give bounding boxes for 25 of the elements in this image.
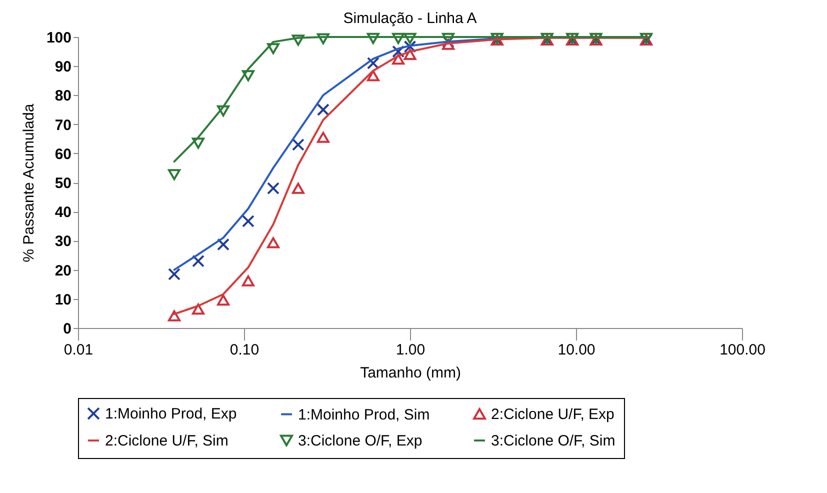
y-tick-label: 50 — [54, 175, 72, 192]
legend-label: 2:Ciclone U/F, Sim — [105, 432, 228, 450]
y-tick-label: 80 — [54, 88, 72, 105]
y-tick-label: 10 — [54, 291, 72, 308]
legend-label: 1:Moinho Prod, Sim — [298, 406, 430, 424]
y-tick-label: 60 — [54, 146, 72, 163]
x-tick-label: 100.00 — [720, 342, 766, 358]
y-tick-label: 30 — [54, 233, 72, 250]
y-axis-title: % Passante Acumulada — [20, 103, 38, 262]
x-tick-label: 0.10 — [230, 342, 260, 358]
chart-title: Simulação - Linha A — [343, 10, 477, 27]
x-tick-label: 1.00 — [396, 342, 426, 358]
legend-label: 2:Ciclone U/F, Exp — [491, 406, 614, 423]
legend-label: 3:Ciclone O/F, Sim — [491, 432, 616, 450]
x-tick-label: 0.01 — [64, 342, 94, 358]
legend-label: 3:Ciclone O/F, Exp — [298, 432, 422, 450]
x-tick-label: 10.00 — [558, 342, 596, 358]
y-tick-label: 20 — [54, 262, 72, 280]
y-tick-label: 0 — [63, 320, 72, 338]
legend-label: 1:Moinho Prod, Exp — [105, 406, 237, 423]
y-tick-label: 40 — [54, 204, 72, 222]
x-axis-title: Tamanho (mm) — [360, 364, 461, 382]
y-tick-label: 100 — [46, 30, 72, 46]
y-tick-label: 90 — [54, 58, 72, 76]
y-tick-label: 70 — [54, 116, 72, 134]
